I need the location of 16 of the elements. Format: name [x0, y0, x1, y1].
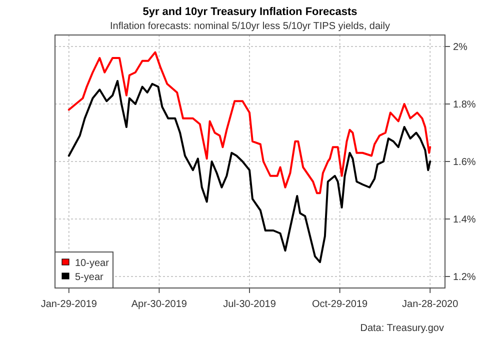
- y-tick-label: 1.6%: [453, 157, 476, 168]
- x-tick-label: Jan-29-2019: [40, 299, 98, 310]
- x-tick-label: Oct-29-2019: [312, 299, 368, 310]
- legend-label: 10-year: [75, 258, 110, 269]
- text: Data: Treasury.gov: [360, 323, 444, 334]
- x-tick-label: Apr-30-2019: [131, 299, 188, 310]
- line-series: [68, 51, 432, 194]
- y-tick-label: 1.8%: [453, 100, 476, 110]
- y-tick-label: 1.2%: [453, 272, 476, 283]
- y-tick-label: 1.4%: [453, 214, 476, 226]
- chart-subtitle: Inflation forecasts: nominal 5/10yr less 5/10yr TIPS yields, daily: [110, 21, 390, 32]
- legend-label: 5-year: [75, 272, 104, 283]
- x-tick-label: Jul-30-2019: [223, 299, 276, 310]
- y-tick-label: 2%: [453, 42, 468, 53]
- chart-title: 5yr and 10yr Treasury Inflation Forecasts: [142, 6, 358, 18]
- x-tick-label: Jan-28-2020: [402, 299, 459, 310]
